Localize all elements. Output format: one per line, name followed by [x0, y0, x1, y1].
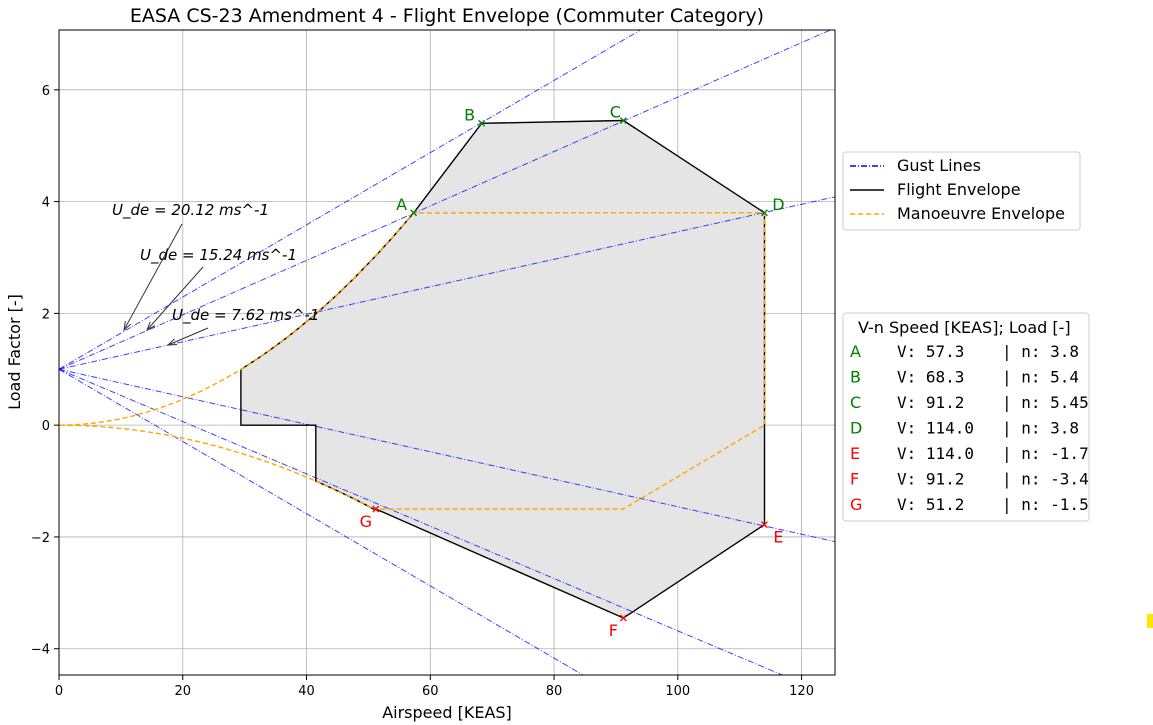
point-marker-F — [619, 614, 627, 622]
table-load: | n: 3.8 — [1002, 419, 1079, 438]
y-tick-label: −2 — [31, 531, 50, 546]
point-label-D: D — [772, 195, 784, 214]
table-speed: V: 91.2 — [897, 393, 964, 412]
y-tick-label: 6 — [42, 84, 50, 99]
point-label-G: G — [360, 512, 372, 531]
legend-item: Gust Lines — [897, 156, 981, 175]
table-point-label: G — [850, 495, 862, 514]
table-title: V-n Speed [KEAS]; Load [-] — [858, 318, 1071, 337]
table-load: | n: -1.7 — [1002, 444, 1089, 463]
chart-title: EASA CS-23 Amendment 4 - Flight Envelope… — [130, 5, 764, 27]
gust-line — [58, 368, 783, 676]
legend-item: Flight Envelope — [897, 180, 1021, 199]
table-speed: V: 68.3 — [897, 368, 964, 387]
point-label-B: B — [464, 105, 475, 124]
table-speed: V: 91.2 — [897, 470, 964, 489]
y-tick-label: 2 — [42, 307, 50, 322]
envelope-fill — [240, 120, 765, 618]
table-load: | n: 5.45 — [1002, 393, 1089, 412]
annotation-arrow — [167, 327, 209, 346]
gust-line — [58, 196, 836, 370]
y-tick-label: 4 — [42, 196, 50, 211]
legend-item: Manoeuvre Envelope — [897, 204, 1065, 223]
point-label-A: A — [396, 195, 407, 214]
plot-area — [58, 29, 836, 676]
table-speed: V: 114.0 — [897, 419, 974, 438]
table-point-label: A — [850, 342, 861, 361]
table-load: | n: -3.4 — [1002, 470, 1089, 489]
x-tick-label: 100 — [665, 684, 690, 699]
annotation-arrowhead — [123, 321, 132, 332]
table-box — [842, 312, 1090, 522]
table-point-label: C — [850, 393, 861, 412]
point-marker-B — [478, 119, 486, 127]
annotation-arrow — [123, 223, 183, 331]
gust-line — [58, 368, 836, 543]
table-point-label: B — [850, 368, 861, 387]
x-tick-label: 40 — [298, 684, 315, 699]
table-point-label: F — [850, 470, 859, 489]
table-point-label: D — [850, 419, 862, 438]
gust-line — [58, 29, 641, 370]
point-label-F: F — [609, 621, 618, 640]
axes-frame — [58, 29, 836, 676]
annotation-arrow — [146, 266, 204, 331]
x-tick-label: 80 — [546, 684, 563, 699]
x-tick-label: 0 — [55, 684, 63, 699]
highlight-marker — [1147, 614, 1153, 628]
point-marker-E — [760, 521, 768, 529]
table-load: | n: 3.8 — [1002, 342, 1079, 361]
point-marker-D — [760, 209, 768, 217]
annotation-arrowhead — [146, 321, 156, 332]
gust-line — [58, 368, 584, 676]
x-tick-label: 60 — [422, 684, 439, 699]
y-axis-label: Load Factor [-] — [5, 294, 24, 410]
table-point-label: E — [850, 444, 860, 463]
y-tick-label: 0 — [42, 419, 50, 434]
x-axis-label: Airspeed [KEAS] — [382, 703, 512, 722]
legend-box — [842, 151, 1081, 231]
point-marker-A — [410, 209, 418, 217]
point-label-C: C — [610, 103, 621, 122]
manoeuvre-envelope-line — [58, 212, 766, 512]
annotation-arrowhead — [166, 338, 178, 346]
table-load: | n: -1.5 — [1002, 495, 1089, 514]
point-label-E: E — [773, 528, 783, 547]
x-tick-label: 120 — [789, 684, 814, 699]
point-marker-G — [372, 505, 380, 513]
table-speed: V: 57.3 — [897, 342, 964, 361]
gust-annotation: U_de = 7.62 ms^-1 — [172, 306, 319, 325]
table-speed: V: 114.0 — [897, 444, 974, 463]
gust-annotation: U_de = 15.24 ms^-1 — [140, 246, 297, 265]
table-load: | n: 5.4 — [1002, 368, 1079, 387]
y-tick-label: −4 — [31, 643, 50, 658]
gust-line — [58, 29, 831, 370]
gust-annotation: U_de = 20.12 ms^-1 — [112, 201, 269, 220]
point-marker-C — [619, 117, 627, 125]
table-speed: V: 51.2 — [897, 495, 964, 514]
x-tick-label: 20 — [174, 684, 191, 699]
